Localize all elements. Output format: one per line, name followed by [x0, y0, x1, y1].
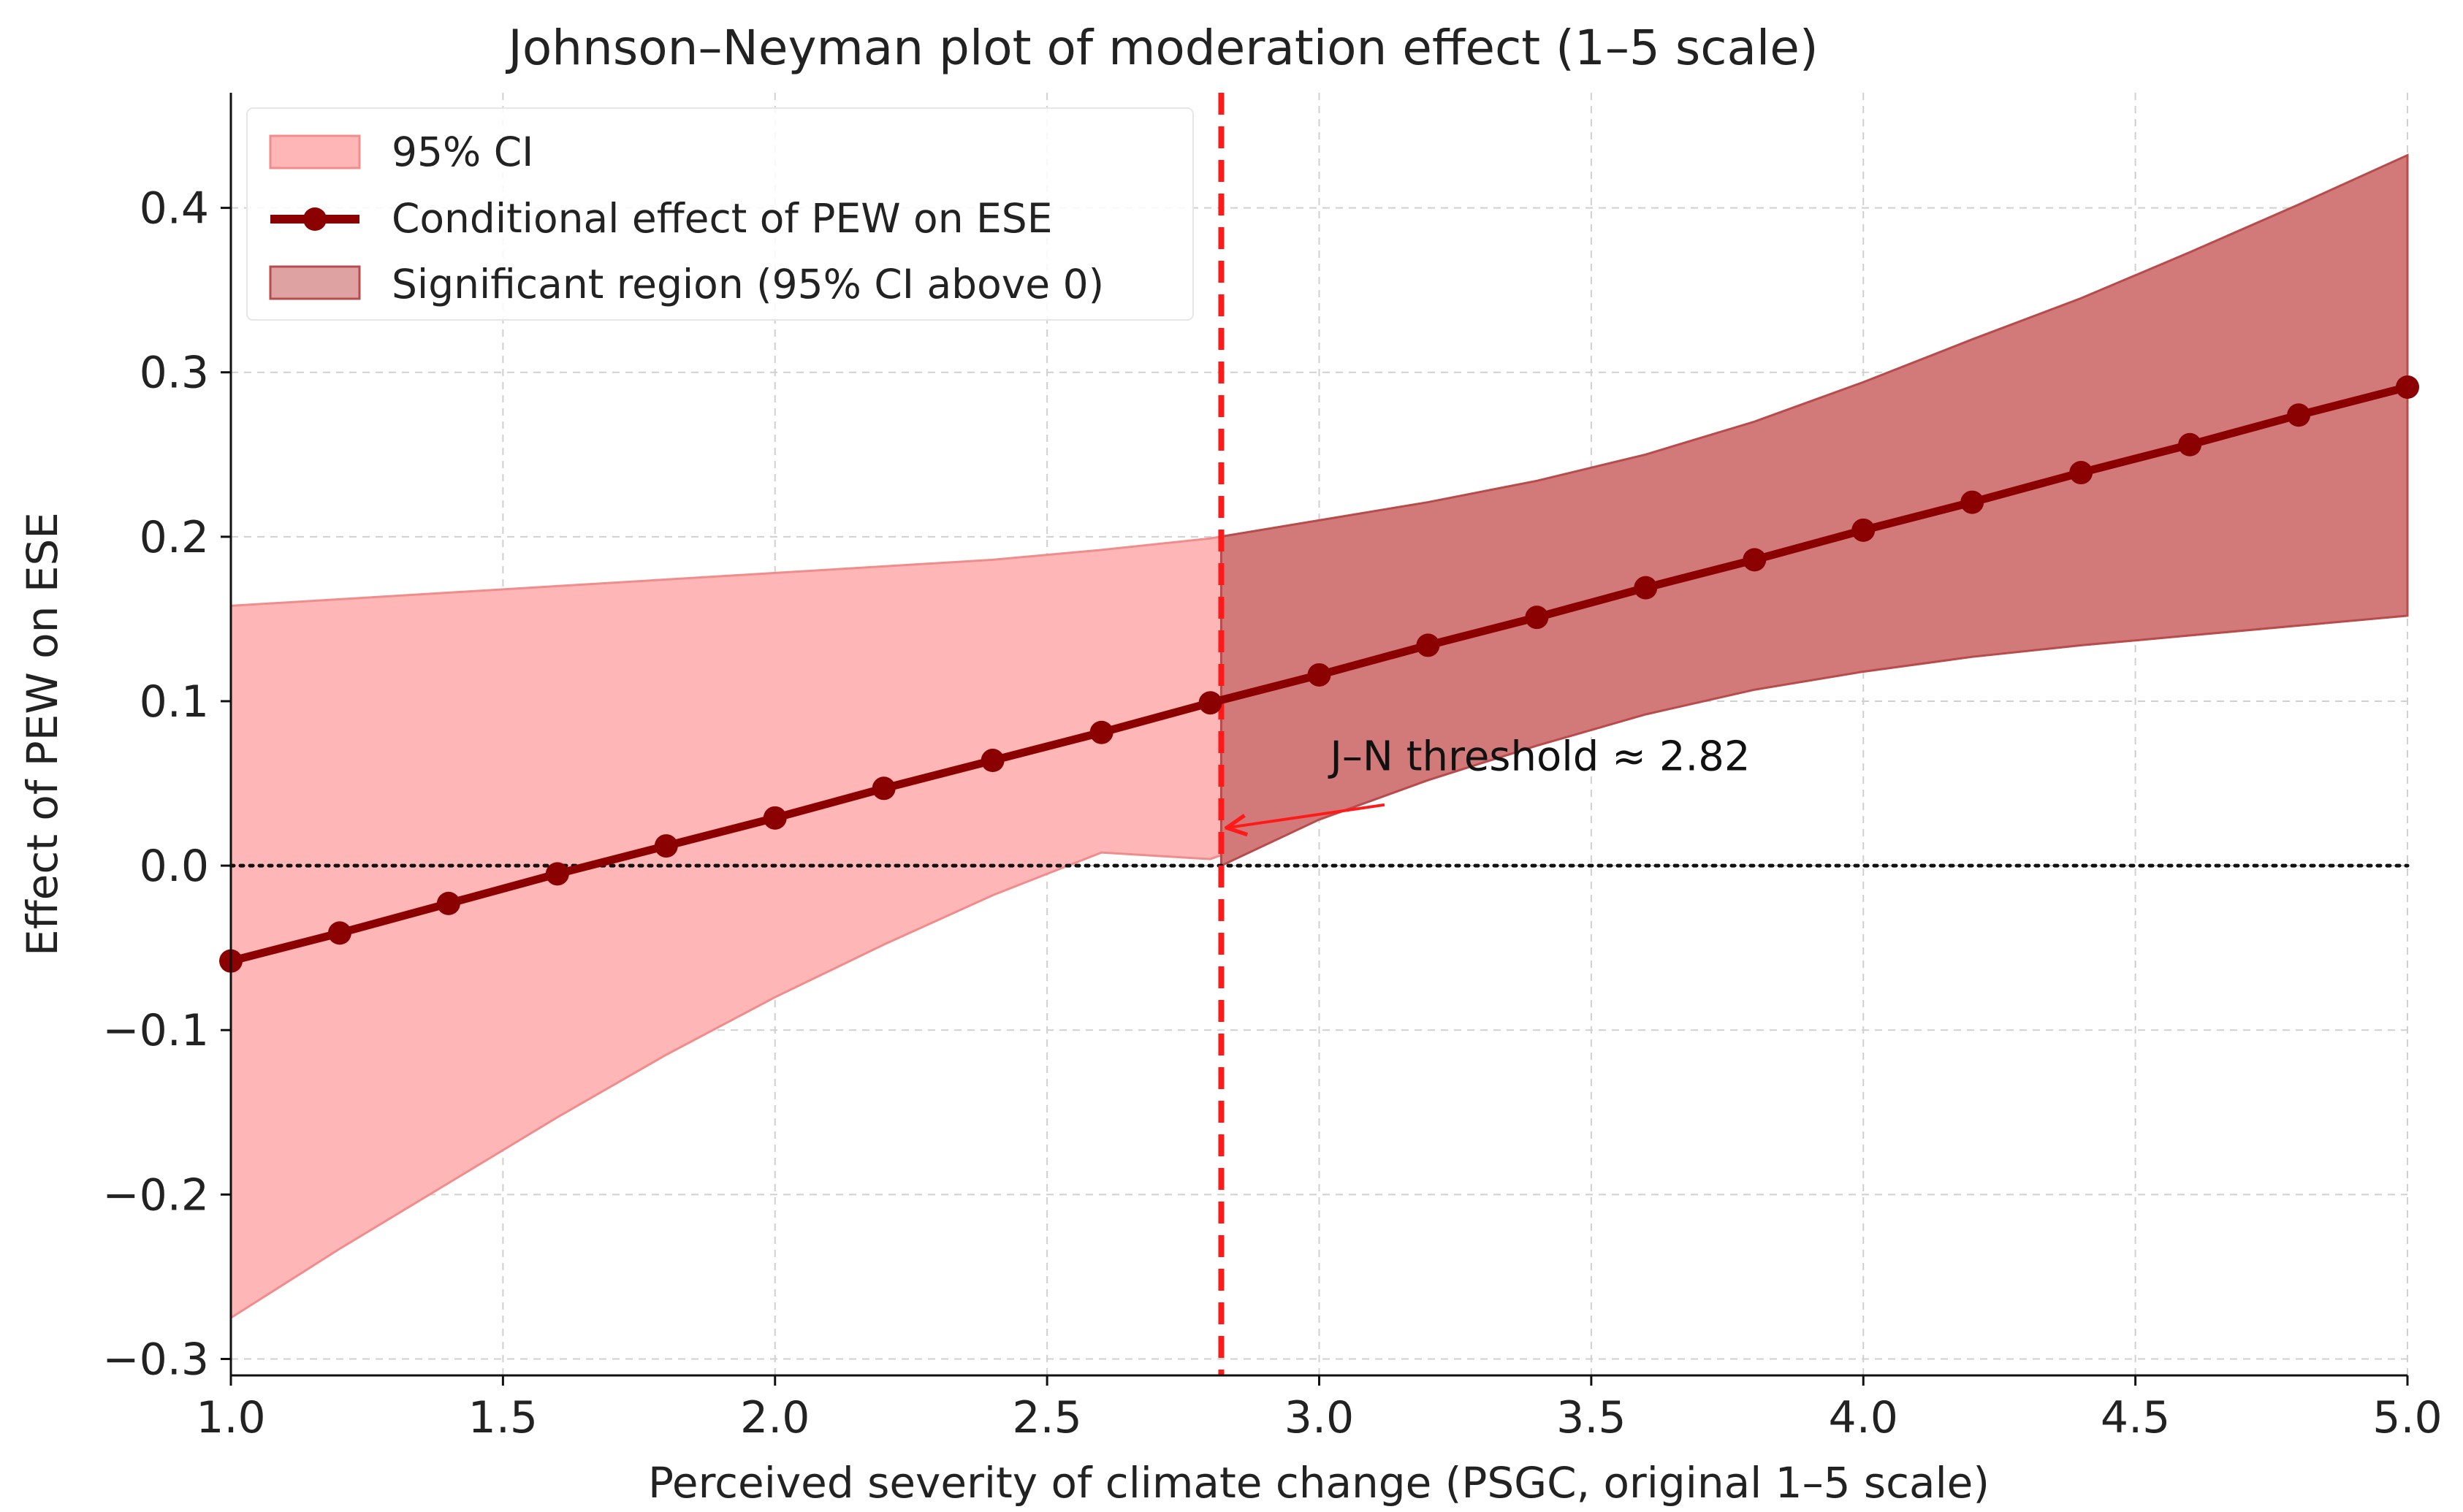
y-tick-label: 0.3 [140, 348, 209, 399]
x-tick-label: 2.0 [740, 1392, 810, 1443]
effect-point [872, 776, 896, 801]
x-axis: 1.0 1.5 2.0 2.5 3.0 3.5 4.0 4.5 5.0 [196, 1375, 2443, 1443]
x-tick-label: 1.0 [196, 1392, 265, 1443]
x-tick-label: 4.5 [2101, 1392, 2170, 1443]
y-tick-label: −0.1 [102, 1005, 209, 1056]
effect-point [1851, 518, 1876, 542]
effect-point [436, 891, 460, 915]
legend-swatch-marker [303, 207, 327, 231]
effect-point [1634, 576, 1658, 600]
effect-point [763, 806, 787, 830]
threshold-annotation: J–N threshold ≈ 2.82 [1227, 733, 1751, 828]
legend-label-significant: Significant region (95% CI above 0) [392, 261, 1104, 308]
y-axis-label: Effect of PEW on ESE [18, 512, 67, 956]
effect-point [2069, 461, 2093, 485]
series-layer [219, 375, 2419, 973]
x-tick-label: 4.0 [1829, 1392, 1898, 1443]
effect-point [327, 921, 351, 945]
effect-point [1089, 720, 1114, 744]
effect-point [981, 749, 1005, 773]
effect-point [2287, 403, 2311, 427]
y-tick-label: 0.0 [140, 841, 209, 892]
x-tick-label: 5.0 [2372, 1392, 2442, 1443]
legend-label-ci: 95% CI [392, 129, 533, 175]
y-axis: −0.3 −0.2 −0.1 0.0 0.1 0.2 0.3 0.4 [102, 183, 231, 1385]
effect-point [545, 862, 569, 886]
effect-point [2396, 375, 2419, 399]
x-tick-label: 1.5 [468, 1392, 538, 1443]
legend-swatch-significant [269, 265, 361, 300]
effect-point [2178, 432, 2202, 457]
y-tick-label: −0.2 [102, 1169, 209, 1221]
effect-point [1198, 691, 1222, 715]
x-tick-label: 3.0 [1284, 1392, 1354, 1443]
legend-swatch-ci [269, 134, 361, 169]
y-tick-label: 0.2 [140, 512, 209, 563]
effect-point [1525, 606, 1549, 630]
legend: 95% CI Conditional effect of PEW on ESE … [246, 107, 1194, 321]
x-tick-label: 3.5 [1556, 1392, 1626, 1443]
effect-point [1743, 548, 1767, 572]
y-tick-label: −0.3 [102, 1334, 209, 1385]
threshold-label: J–N threshold ≈ 2.82 [1328, 733, 1750, 781]
y-tick-label: 0.1 [140, 676, 209, 728]
effect-point [1960, 490, 1984, 514]
legend-box [246, 107, 1194, 321]
effect-point [1416, 633, 1440, 657]
x-tick-label: 2.5 [1012, 1392, 1081, 1443]
legend-label-effect: Conditional effect of PEW on ESE [392, 195, 1052, 242]
effect-point [1307, 663, 1331, 687]
effect-point [654, 834, 678, 858]
chart-title: Johnson–Neyman plot of moderation effect… [505, 20, 1818, 76]
x-axis-label: Perceived severity of climate change (PS… [648, 1458, 1990, 1508]
ci-band-layer [229, 153, 2409, 1320]
y-tick-label: 0.4 [140, 183, 209, 234]
significant-region [1219, 153, 2409, 868]
threshold-arrow [1227, 803, 1385, 828]
